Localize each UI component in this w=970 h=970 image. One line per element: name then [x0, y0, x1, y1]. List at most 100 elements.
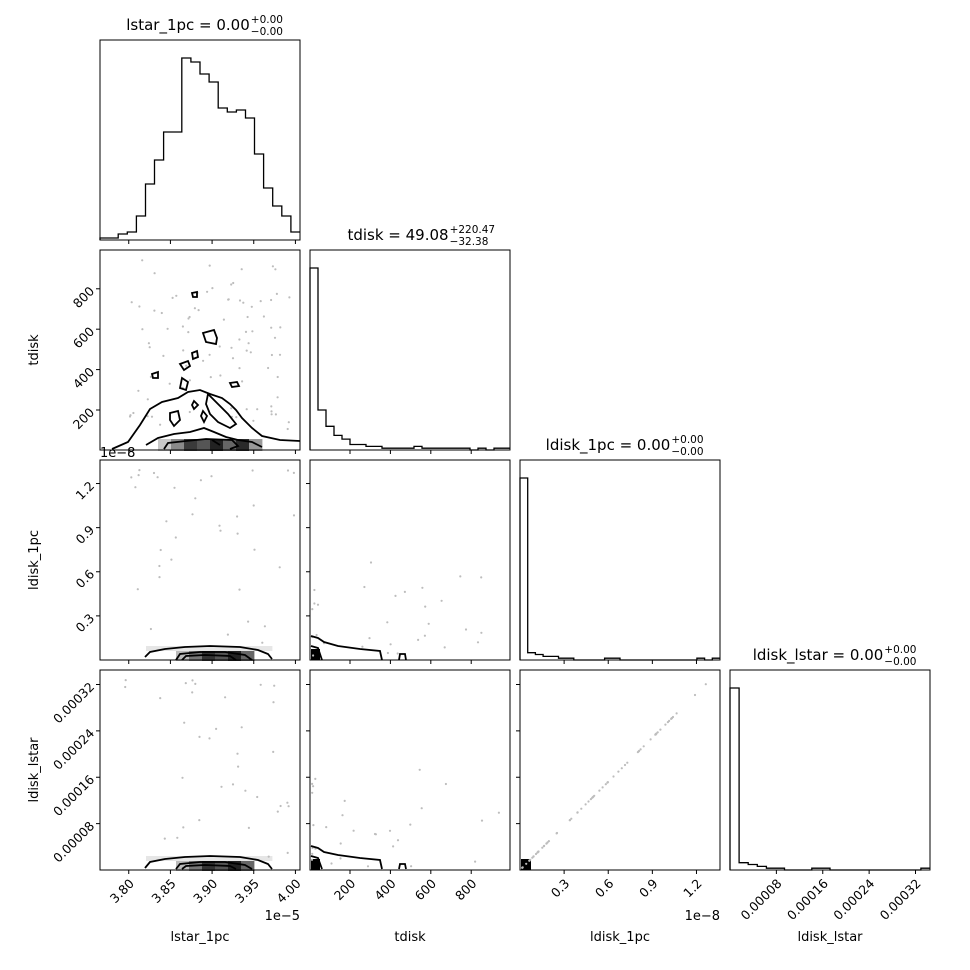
scatter-point	[286, 851, 289, 855]
scatter-point	[464, 628, 468, 631]
scatter-point	[182, 349, 185, 352]
scatter-point	[339, 857, 342, 860]
scatter-point	[287, 805, 290, 808]
histogram-ldisk-lstar	[729, 687, 930, 871]
scatter-point	[136, 588, 139, 591]
contour-core	[181, 654, 237, 661]
scatter-point	[245, 349, 248, 352]
scatter-point	[521, 866, 524, 869]
scatter-point	[165, 520, 168, 523]
axis-text: 3.80 3.85 3.90 3.95 4.00 200 400 600 800 0.3 0.6 0.…	[27, 14, 924, 945]
scatter-points	[124, 259, 707, 869]
scatter-point	[274, 268, 277, 271]
scatter-point	[288, 296, 291, 299]
scatter-point	[292, 514, 296, 517]
x-tick-label: 4.00	[273, 876, 303, 906]
scatter-point	[170, 558, 173, 561]
scatter-point	[271, 265, 274, 268]
scatter-point	[604, 783, 607, 786]
scatter-point	[312, 824, 315, 827]
contour-outer	[310, 635, 383, 661]
scatter-point	[474, 860, 477, 863]
panel-frame	[99, 669, 301, 871]
title-upper-error: +0.00	[884, 644, 916, 656]
x-tick-label: 400	[371, 876, 399, 904]
scatter-point	[587, 800, 590, 803]
scatter-point	[146, 415, 149, 418]
y-tick-label: 0.6	[73, 566, 98, 591]
scatter-point	[141, 259, 144, 262]
title-upper-error: +0.00	[671, 434, 703, 446]
x-tick-label: 3.80	[107, 876, 137, 906]
scatter-point	[211, 287, 214, 290]
scatter-point	[187, 331, 190, 334]
scatter-point	[242, 301, 245, 304]
x-offset-text: 1e−5	[265, 909, 300, 924]
scatter-point	[224, 696, 227, 699]
scatter-point	[176, 836, 179, 839]
y-tick-label: 200	[70, 405, 98, 433]
title-lower-error: −0.00	[251, 26, 283, 38]
scatter-point	[222, 318, 225, 321]
scatter-point	[704, 683, 707, 686]
x-tick-label: 0.3	[548, 876, 573, 901]
x-axis-label: tdisk	[394, 930, 426, 945]
scatter-point	[124, 679, 127, 682]
scatter-point	[247, 342, 250, 345]
scatter-point	[311, 852, 314, 855]
x-tick-label: 3.90	[190, 876, 220, 906]
density-cell	[210, 439, 224, 451]
scatter-point	[274, 413, 277, 416]
scatter-point	[316, 603, 320, 606]
scatter-point	[163, 837, 166, 840]
scatter-point	[388, 829, 392, 832]
x-tick-label: 0.00032	[877, 876, 924, 923]
scatter-point	[545, 842, 548, 845]
scatter-point	[341, 814, 344, 817]
scatter-point	[273, 336, 277, 339]
scatter-point	[497, 811, 500, 814]
title-upper-error: +220.47	[450, 224, 496, 236]
scatter-point	[244, 330, 248, 333]
scatter-point	[440, 599, 443, 602]
scatter-point	[232, 281, 235, 285]
scatter-point	[185, 364, 188, 367]
scatter-point	[149, 375, 152, 378]
scatter-point	[137, 474, 140, 477]
scatter-point	[272, 701, 275, 704]
x-tick-label: 600	[412, 876, 440, 904]
scatter-point	[191, 513, 194, 516]
x-tick-label: 0.6	[592, 876, 617, 901]
y-tick-label: 0.00024	[50, 725, 97, 772]
scatter-point	[267, 366, 270, 370]
scatter-point	[444, 782, 447, 786]
scatter-point	[208, 737, 211, 740]
scatter-point	[259, 683, 262, 686]
scatter-point	[389, 643, 392, 646]
panel-frame	[99, 39, 301, 241]
scatter-point	[270, 298, 273, 302]
scatter-point	[286, 469, 290, 472]
scatter-point	[568, 819, 572, 822]
x-axis-label: ldisk_lstar	[797, 930, 863, 945]
scatter-point	[363, 585, 366, 589]
scatter-point	[138, 469, 141, 472]
x-tick-label: 3.85	[148, 876, 178, 906]
scatter-point	[162, 354, 165, 357]
scatter-point	[231, 783, 235, 786]
scatter-point	[209, 376, 212, 379]
axis-ticks	[96, 240, 917, 874]
scatter-point	[649, 738, 652, 741]
scatter-point	[270, 410, 273, 413]
panel-title: tdisk = 49.08 +220.47−32.38	[347, 224, 495, 248]
scatter-point	[409, 823, 412, 826]
y-axis-label: ldisk_1pc	[27, 530, 42, 590]
scatter-point	[240, 726, 243, 729]
scatter-point	[286, 801, 289, 804]
scatter-point	[202, 359, 205, 362]
scatter-point	[184, 682, 187, 685]
scatter-point	[188, 379, 191, 382]
scatter-point	[368, 637, 371, 640]
scatter-point	[325, 826, 328, 829]
scatter-point	[159, 423, 162, 426]
